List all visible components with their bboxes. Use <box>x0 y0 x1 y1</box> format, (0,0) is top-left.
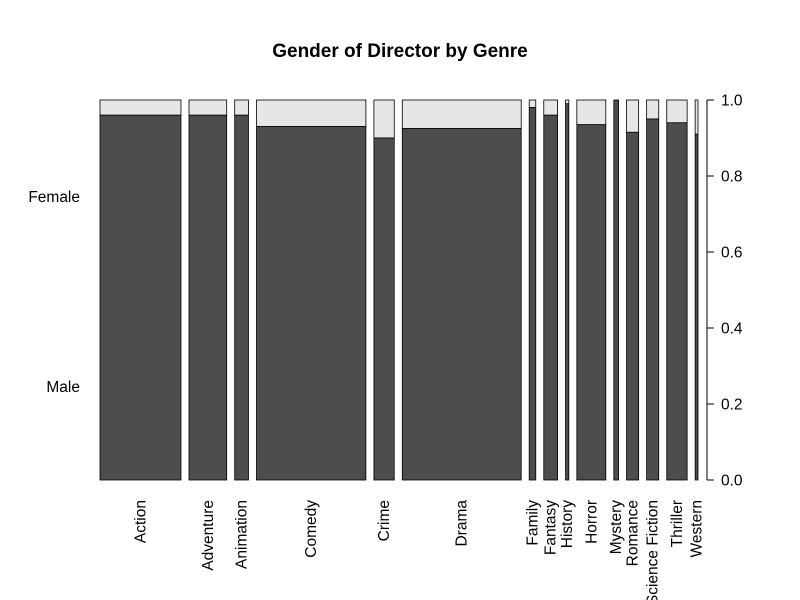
y-tick-label: 1.0 <box>721 93 743 110</box>
tile-female-western <box>694 99 699 135</box>
category-label-comedy: Comedy <box>303 500 320 558</box>
y-tick-label: 0.0 <box>721 473 743 490</box>
category-label-drama: Drama <box>454 500 471 547</box>
tile-male-drama <box>401 128 522 481</box>
tile-male-history <box>565 103 570 481</box>
category-label-romance: Romance <box>625 500 642 566</box>
tile-male-fantasy <box>543 114 558 481</box>
y-tick-label: 0.6 <box>721 245 743 262</box>
tile-male-family <box>528 107 537 481</box>
category-label-action: Action <box>132 500 149 543</box>
tile-male-western <box>694 133 699 481</box>
category-label-fantasy: Fantasy <box>543 500 560 555</box>
category-label-thriller: Thriller <box>669 500 686 547</box>
tile-female-comedy <box>256 99 367 128</box>
tile-male-horror <box>576 124 607 481</box>
tile-male-thriller <box>666 122 688 481</box>
tile-female-fantasy <box>543 99 558 116</box>
category-label-mystery: Mystery <box>608 500 625 555</box>
tile-male-action <box>99 114 182 481</box>
tile-female-history <box>565 99 570 105</box>
tile-male-animation <box>234 114 249 481</box>
y-tick-label: 0.2 <box>721 397 743 414</box>
category-label-crime: Crime <box>376 500 393 541</box>
tile-male-mystery <box>613 99 619 481</box>
tile-male-comedy <box>256 126 367 481</box>
tile-male-romance <box>626 131 640 481</box>
mosaic-tiles <box>99 99 699 481</box>
category-label-western: Western <box>689 500 706 557</box>
tile-female-science-fiction <box>646 99 660 120</box>
y-tick-label: 0.4 <box>721 321 743 338</box>
tile-female-animation <box>234 99 249 116</box>
category-label-adventure: Adventure <box>200 500 217 571</box>
category-label-horror: Horror <box>583 500 600 544</box>
category-label-family: Family <box>524 500 541 546</box>
chart-title: Gender of Director by Genre <box>272 41 528 62</box>
y-axis: 0.0 0.2 0.4 0.6 0.8 1.0 <box>706 93 743 490</box>
tile-male-science-fiction <box>646 118 660 481</box>
tile-female-horror <box>576 99 607 126</box>
tile-female-adventure <box>188 99 228 116</box>
row-label-male: Male <box>46 379 80 396</box>
category-label-history: History <box>559 500 576 548</box>
category-labels: Action Adventure Animation Comedy Crime Drama… <box>132 500 705 600</box>
tile-female-thriller <box>666 99 688 124</box>
tile-female-action <box>99 99 182 116</box>
category-label-science-fiction: Science Fiction <box>645 500 662 600</box>
tile-male-adventure <box>188 114 228 481</box>
tile-male-crime <box>373 137 395 481</box>
tile-female-romance <box>626 99 640 133</box>
tile-female-family <box>528 99 537 108</box>
category-label-animation: Animation <box>234 500 251 569</box>
tile-female-drama <box>401 99 522 129</box>
tile-female-crime <box>373 99 395 139</box>
row-label-female: Female <box>28 189 80 206</box>
y-tick-label: 0.8 <box>721 169 743 186</box>
